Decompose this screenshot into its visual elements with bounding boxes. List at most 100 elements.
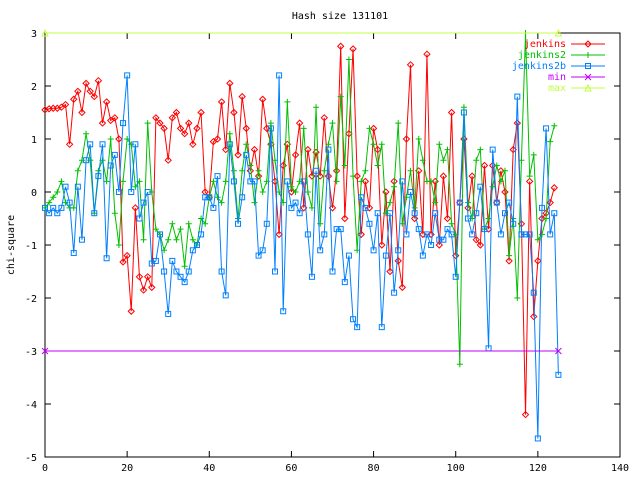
data-point-jenkins2: [243, 141, 250, 148]
data-point-jenkins: [505, 257, 513, 265]
x-tick-label: 60: [285, 463, 297, 474]
data-point-jenkins2b: [46, 210, 53, 217]
data-point-jenkins2b: [473, 210, 480, 217]
data-point-jenkins2: [440, 157, 447, 164]
data-point-jenkins2: [534, 236, 541, 243]
data-point-jenkins2b: [333, 226, 340, 233]
data-point-jenkins2b: [403, 231, 410, 238]
data-point-jenkins2: [321, 167, 328, 174]
data-point-jenkins2b: [251, 178, 258, 185]
data-point-jenkins2: [489, 183, 496, 190]
data-point-jenkins2: [288, 183, 295, 190]
data-point-jenkins2b: [378, 324, 385, 331]
data-point-jenkins2: [210, 178, 217, 185]
data-point-jenkins: [501, 188, 509, 196]
data-point-jenkins: [107, 116, 115, 125]
data-point-jenkins2: [300, 125, 307, 132]
data-point-jenkins: [131, 204, 140, 212]
data-point-jenkins2b: [284, 178, 291, 185]
data-point-jenkins2: [107, 136, 114, 142]
data-point-jenkins2b: [444, 226, 451, 233]
data-point-jenkins: [398, 283, 407, 292]
data-point-jenkins: [373, 145, 382, 154]
data-point-jenkins2b: [111, 151, 118, 158]
y-tick-label: -1: [25, 241, 37, 252]
data-point-jenkins: [65, 140, 74, 149]
data-point-jenkins2: [502, 167, 508, 174]
data-point-jenkins2: [284, 98, 291, 105]
data-point-min: [41, 347, 49, 355]
legend-marker-jenkins2b: [585, 63, 591, 69]
data-point-jenkins2b: [436, 236, 443, 243]
y-tick-label: -2: [25, 294, 37, 305]
data-point-jenkins2b: [247, 178, 254, 185]
data-point-jenkins2: [218, 199, 225, 206]
data-point-jenkins2b: [419, 252, 426, 259]
data-point-jenkins2b: [534, 435, 541, 442]
data-point-jenkins2: [493, 162, 500, 169]
x-tick-label: 140: [611, 463, 629, 474]
data-point-jenkins2b: [210, 204, 217, 211]
x-tick-label: 120: [529, 463, 547, 474]
data-point-jenkins2: [239, 167, 246, 174]
data-point-jenkins2b: [395, 247, 402, 254]
data-point-jenkins2: [547, 138, 554, 145]
data-point-jenkins: [320, 114, 328, 122]
data-point-jenkins: [258, 95, 267, 103]
data-point-jenkins: [217, 98, 226, 106]
data-point-jenkins2b: [423, 231, 430, 238]
data-point-jenkins2: [304, 189, 311, 195]
chart-title: Hash size 131101: [292, 11, 388, 22]
data-point-jenkins: [476, 241, 485, 249]
data-point-jenkins2: [497, 178, 504, 185]
data-point-jenkins2: [436, 141, 443, 148]
data-point-jenkins: [435, 241, 443, 249]
data-point-jenkins2: [391, 183, 398, 190]
data-point-jenkins: [193, 124, 201, 133]
data-point-jenkins2b: [465, 215, 472, 222]
data-point-jenkins: [337, 42, 345, 50]
data-point-jenkins2b: [239, 194, 246, 201]
data-point-jenkins2b: [272, 268, 278, 275]
data-point-jenkins: [394, 257, 402, 265]
data-point-jenkins: [90, 92, 98, 101]
data-point-jenkins2: [341, 162, 348, 169]
series-line-jenkins2b: [44, 75, 559, 439]
data-point-jenkins2b: [91, 210, 98, 217]
data-point-jenkins: [308, 172, 316, 180]
data-point-jenkins2b: [161, 268, 168, 275]
data-point-jenkins2: [313, 104, 320, 111]
data-point-jenkins2b: [83, 157, 90, 164]
series-jenkins2b: [42, 72, 562, 442]
data-point-jenkins: [386, 267, 394, 276]
data-point-jenkins2: [259, 189, 266, 195]
data-point-jenkins: [382, 188, 390, 196]
plot-frame: [44, 32, 621, 458]
data-point-jenkins2b: [255, 252, 262, 259]
data-point-jenkins2: [366, 125, 373, 132]
data-point-jenkins: [213, 135, 222, 143]
x-tick-label: 80: [368, 463, 380, 474]
data-point-jenkins2: [387, 199, 393, 206]
data-point-jenkins2: [411, 204, 418, 211]
data-point-jenkins: [513, 119, 522, 127]
data-point-jenkins: [439, 172, 448, 180]
data-point-jenkins2: [460, 104, 467, 111]
data-point-jenkins2b: [74, 183, 81, 190]
data-point-jenkins2: [329, 120, 336, 127]
data-point-jenkins2: [144, 120, 151, 127]
data-point-jenkins2: [255, 167, 262, 174]
y-tick-label: -4: [25, 400, 37, 411]
data-point-jenkins: [94, 76, 103, 85]
data-point-jenkins2b: [78, 236, 85, 243]
data-point-jenkins2b: [460, 109, 467, 116]
legend-label-jenkins2b: jenkins2b: [512, 61, 566, 72]
data-point-jenkins: [57, 103, 66, 111]
data-point-jenkins2b: [124, 72, 131, 79]
data-point-jenkins: [254, 172, 263, 180]
data-point-jenkins2: [395, 120, 402, 127]
data-point-jenkins: [180, 129, 189, 138]
data-point-jenkins2b: [288, 204, 295, 211]
data-point-jenkins2b: [70, 249, 77, 256]
data-point-jenkins2: [292, 189, 299, 195]
